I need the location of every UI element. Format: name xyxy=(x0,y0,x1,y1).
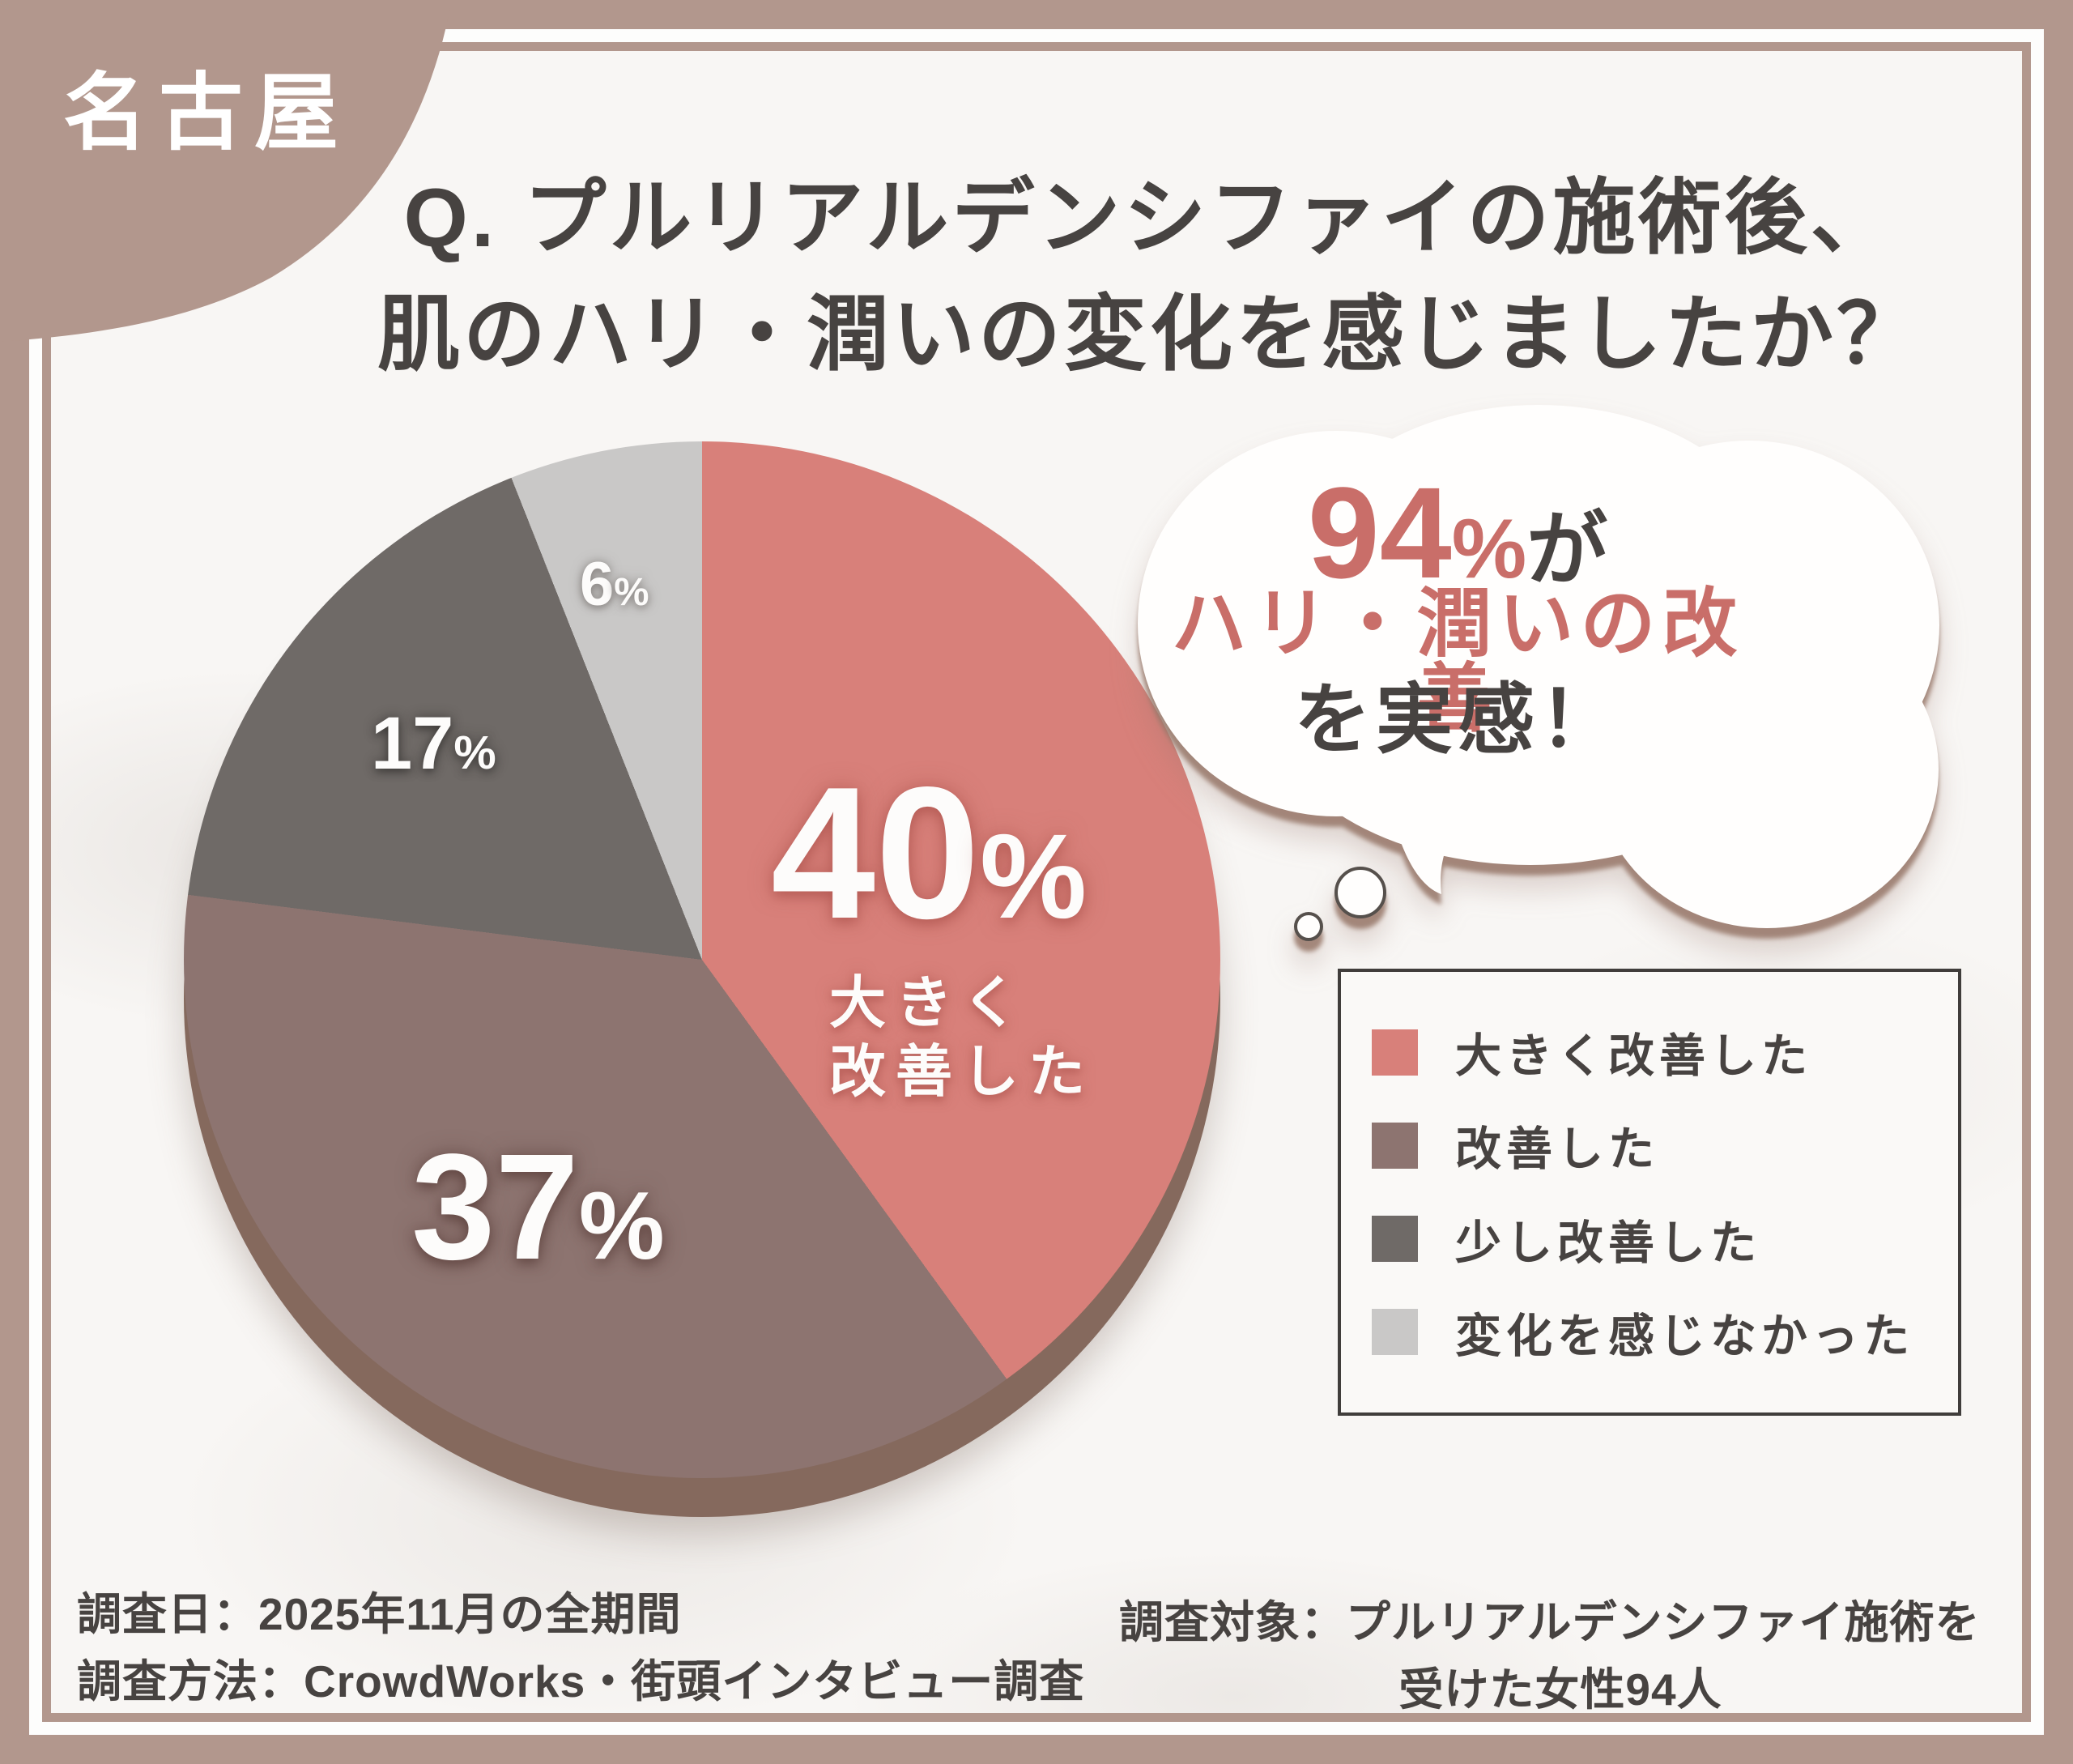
legend-label-1: 大きく改善した xyxy=(1455,1030,1812,1082)
pie-label-slice-2: 37% xyxy=(411,1132,665,1283)
badge-blob-path xyxy=(0,0,452,342)
footer-survey-target-line1: 調査対象：プルリアルデンシファイ施術を xyxy=(1119,1597,1981,1647)
pie-unit-1: % xyxy=(980,810,1088,944)
legend-swatch-4 xyxy=(1372,1309,1418,1356)
legend-item-2: 改善した xyxy=(1372,1112,1934,1178)
bubble-stat-suffix: が xyxy=(1526,505,1608,595)
bubble-stat-line: 94%が xyxy=(1150,468,1765,598)
thought-bubble-shape xyxy=(1138,405,1939,941)
pie-unit-2: % xyxy=(578,1172,665,1280)
legend-label-2: 改善した xyxy=(1455,1123,1659,1176)
pie-unit-3: % xyxy=(453,726,496,779)
footer-survey-target: 調査対象：プルリアルデンシファイ施術を 受けた女性94人 xyxy=(1119,1589,2002,1723)
thought-dot-large xyxy=(1334,867,1386,918)
legend-item-3: 少し改善した xyxy=(1372,1206,1934,1272)
thought-dot-small xyxy=(1294,912,1323,941)
page-title: Q. プルリアルデンシファイの施術後、 肌のハリ・潤いの変化を感じましたか？ xyxy=(275,177,2024,376)
badge-shape xyxy=(0,0,452,342)
bubble-stat-value: 94 xyxy=(1307,460,1452,605)
pie-value-1: 40 xyxy=(771,748,981,958)
legend-box: 大きく改善した 改善した 少し改善した 変化を感じなかった xyxy=(1338,969,1961,1416)
legend-swatch-1 xyxy=(1372,1029,1418,1076)
legend-swatch-2 xyxy=(1372,1122,1418,1169)
pie-label-slice-1: 40% 大きく 改善した xyxy=(771,760,1095,1107)
bubble-closing-text: を実感！ xyxy=(1293,677,1621,763)
footer-survey-method: 調査方法：CrowdWorks・街頭インタビュー調査 xyxy=(77,1655,1085,1706)
bubble-stat-unit: % xyxy=(1451,502,1527,596)
pie-value-4: 6 xyxy=(580,550,615,619)
pie-label-slice-4: 6% xyxy=(580,554,649,616)
legend-swatch-3 xyxy=(1372,1216,1418,1263)
bubble-highlight-text: ハリ・潤いの改善 xyxy=(1171,582,1744,741)
pie-value-2: 37 xyxy=(411,1123,579,1291)
pie-value-3: 17 xyxy=(371,702,454,785)
legend-label-3: 少し改善した xyxy=(1455,1216,1761,1269)
legend-item-1: 大きく改善した xyxy=(1372,1019,1934,1085)
title-line-2: 肌のハリ・潤いの変化を感じましたか？ xyxy=(377,288,1922,381)
pie-label-slice-3: 17% xyxy=(371,706,496,781)
footer-survey-date: 調査日：2025年11月の全期間 xyxy=(77,1589,682,1639)
pie-unit-4: % xyxy=(614,570,649,614)
footer-survey-info: 調査日：2025年11月の全期間 調査方法：CrowdWorks・街頭インタビュ… xyxy=(77,1581,1084,1715)
pie xyxy=(184,441,1220,1478)
legend-label-4: 変化を感じなかった xyxy=(1455,1310,1914,1362)
badge-region-label: 名古屋 xyxy=(63,66,351,160)
legend-item-4: 変化を感じなかった xyxy=(1372,1299,1934,1366)
pie-caption-slice-1: 大きく 改善した xyxy=(829,971,1095,1104)
title-line-1: Q. プルリアルデンシファイの施術後、 xyxy=(403,172,1896,264)
footer-survey-target-line2: 受けた女性94人 xyxy=(1398,1664,1722,1715)
